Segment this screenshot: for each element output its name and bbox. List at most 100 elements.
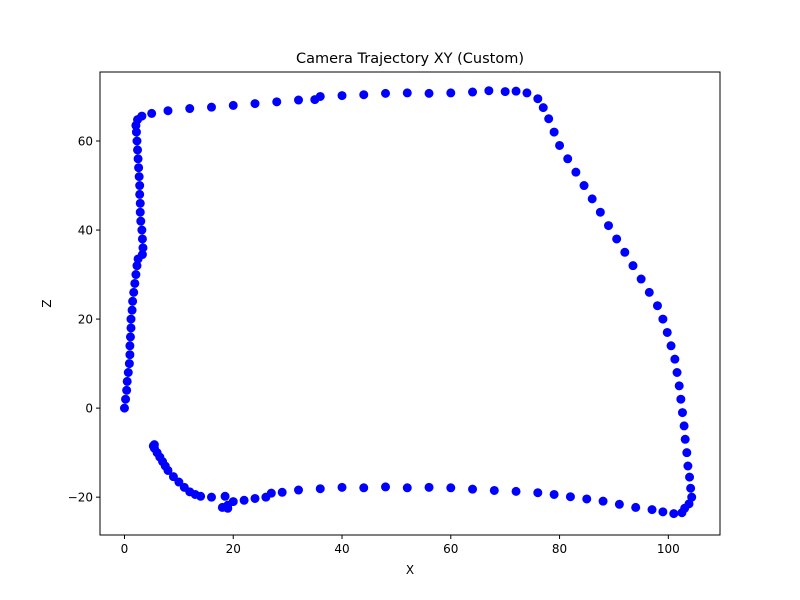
data-point <box>337 482 347 492</box>
data-point <box>468 87 478 97</box>
data-point <box>125 350 135 360</box>
data-point <box>131 270 141 280</box>
data-point <box>149 440 159 450</box>
data-point <box>250 99 260 109</box>
y-tick-label: 40 <box>78 224 93 238</box>
data-point <box>658 314 668 324</box>
data-point <box>563 154 573 164</box>
data-point <box>128 296 138 306</box>
data-point <box>272 97 282 107</box>
data-point <box>511 486 521 496</box>
data-point <box>620 247 630 257</box>
x-axis-label: X <box>406 563 414 577</box>
data-point <box>163 106 173 116</box>
data-point <box>604 221 614 231</box>
data-point <box>424 482 434 492</box>
data-point <box>250 493 260 503</box>
data-point <box>468 484 478 494</box>
data-point <box>679 421 689 431</box>
data-point <box>133 145 143 155</box>
data-point <box>119 403 129 413</box>
data-point <box>628 261 638 271</box>
data-point <box>174 477 184 487</box>
data-point <box>294 95 304 105</box>
data-point <box>133 154 143 164</box>
data-point <box>631 502 641 512</box>
data-point <box>123 368 133 377</box>
data-point <box>538 103 548 113</box>
y-tick-label: 60 <box>78 135 93 149</box>
data-point <box>647 505 657 515</box>
data-point <box>122 376 132 386</box>
data-point <box>206 492 216 502</box>
x-tick-label: 80 <box>552 542 567 556</box>
y-tick-label: 20 <box>78 313 93 327</box>
data-point <box>168 472 178 482</box>
y-axis-label: Z <box>40 299 54 307</box>
data-point <box>135 181 145 191</box>
data-point <box>134 172 144 182</box>
x-axis: 0 20 40 60 80 100 <box>121 535 680 556</box>
data-point <box>125 332 135 342</box>
data-point <box>652 301 662 311</box>
data-point <box>121 394 131 404</box>
data-point <box>565 492 575 502</box>
y-tick-label: −20 <box>68 491 93 505</box>
data-point <box>549 127 559 137</box>
data-point <box>658 507 668 517</box>
data-point <box>555 140 565 150</box>
data-point <box>549 489 559 499</box>
data-point <box>686 483 696 493</box>
data-point <box>402 483 412 493</box>
data-point <box>136 216 146 226</box>
data-point <box>489 485 499 495</box>
x-tick-label: 40 <box>334 542 349 556</box>
x-tick-label: 20 <box>226 542 241 556</box>
data-point <box>670 354 680 364</box>
data-point <box>185 104 195 114</box>
data-point <box>217 502 227 512</box>
data-point <box>598 496 608 506</box>
data-point <box>683 461 693 471</box>
data-point <box>446 88 456 98</box>
data-point <box>277 487 287 497</box>
data-point <box>544 114 554 124</box>
data-point <box>337 91 347 101</box>
data-point <box>424 88 434 98</box>
x-tick-label: 60 <box>443 542 458 556</box>
data-point <box>644 287 654 297</box>
data-point <box>614 499 624 509</box>
data-point <box>359 90 369 100</box>
data-point <box>533 488 543 498</box>
data-point <box>511 86 521 96</box>
data-point <box>239 495 249 505</box>
data-point <box>126 323 136 333</box>
data-point <box>135 207 145 217</box>
data-point <box>402 88 412 98</box>
data-point <box>677 508 687 518</box>
data-point <box>359 483 369 493</box>
data-point <box>130 278 140 288</box>
data-point <box>662 327 672 337</box>
data-point <box>132 136 142 146</box>
data-point <box>579 181 589 191</box>
data-point <box>680 434 690 444</box>
data-point <box>595 207 605 217</box>
data-point <box>500 87 510 97</box>
data-point <box>666 341 676 351</box>
data-point <box>147 108 157 118</box>
data-point <box>135 198 145 208</box>
data-point <box>137 234 147 244</box>
plot-frame <box>99 71 721 536</box>
data-point <box>179 482 189 492</box>
data-point <box>137 111 147 121</box>
data-point <box>533 94 543 104</box>
data-point <box>381 88 391 98</box>
data-point <box>122 385 132 395</box>
data-point <box>522 88 532 98</box>
data-point <box>674 381 684 391</box>
data-point <box>127 305 137 315</box>
data-point <box>135 189 145 199</box>
data-point <box>134 163 144 173</box>
